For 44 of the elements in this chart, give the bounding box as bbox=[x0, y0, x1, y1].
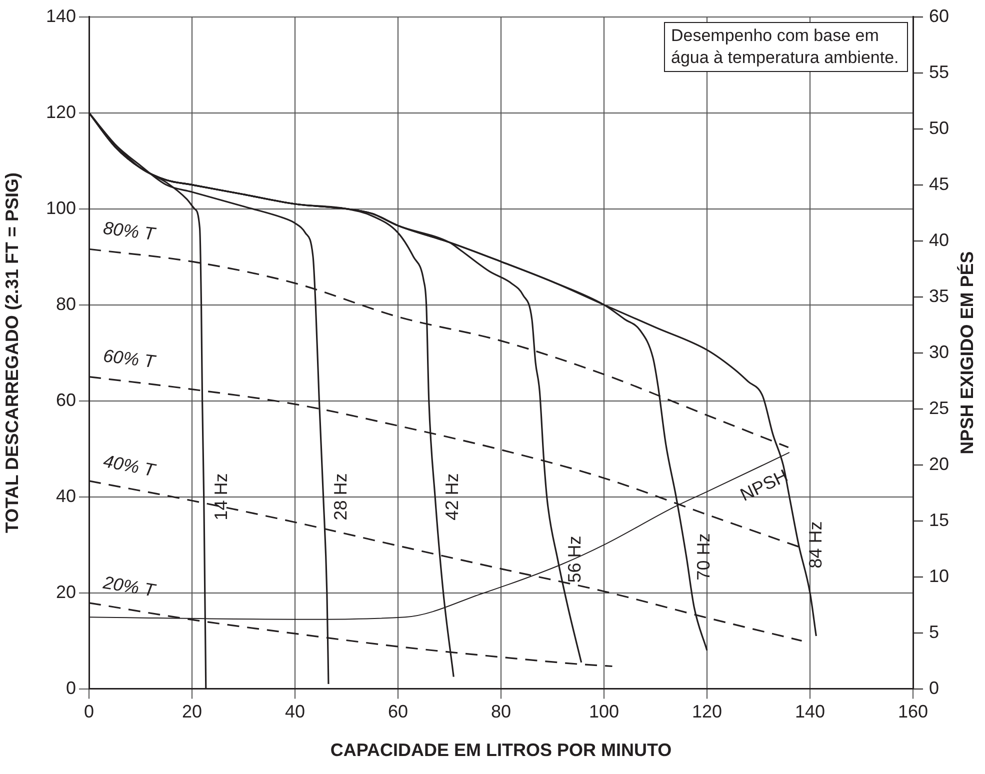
x-tick-label: 0 bbox=[84, 702, 94, 722]
y-tick-label: 40 bbox=[56, 486, 76, 506]
y-tick-label: 60 bbox=[56, 390, 76, 410]
x-tick-label: 80 bbox=[490, 702, 512, 722]
text: 14 Hz bbox=[210, 473, 231, 520]
y2-tick-label: 15 bbox=[929, 510, 950, 530]
y2-axis-title: NPSH EXIGIDO EM PÉS bbox=[956, 251, 977, 454]
text: 20% T bbox=[100, 572, 158, 601]
y2-tick-label: 20 bbox=[929, 454, 950, 474]
y2-tick-label: 25 bbox=[929, 398, 950, 418]
text: 56 Hz bbox=[564, 536, 585, 583]
y-tick-label: 80 bbox=[56, 294, 76, 314]
y2-tick-label: 45 bbox=[929, 174, 950, 194]
y-tick-label: 20 bbox=[56, 582, 76, 602]
x-tick-label: 140 bbox=[794, 702, 826, 722]
x-tick-label: 40 bbox=[284, 702, 306, 722]
y-tick-label: 0 bbox=[66, 678, 76, 698]
x-tick-label: 100 bbox=[588, 702, 620, 722]
text: 28 Hz bbox=[330, 473, 350, 520]
y2-tick-label: 50 bbox=[929, 118, 950, 138]
y2-tick-label: 5 bbox=[929, 622, 940, 642]
text: 40% T bbox=[102, 450, 159, 481]
text: 70 Hz bbox=[693, 533, 714, 580]
x-axis-title: CAPACIDADE EM LITROS POR MINUTO bbox=[330, 740, 672, 760]
y-tick-label: 120 bbox=[46, 102, 76, 122]
y-tick-label: 140 bbox=[46, 6, 76, 26]
x-tick-label: 120 bbox=[692, 702, 722, 722]
y2-tick-label: 40 bbox=[929, 230, 950, 250]
y2-tick-label: 55 bbox=[929, 62, 950, 82]
text: 42 Hz bbox=[442, 473, 462, 520]
text: 84 Hz bbox=[806, 521, 826, 568]
y2-tick-label: 35 bbox=[929, 286, 950, 306]
y2-tick-label: 0 bbox=[929, 678, 940, 698]
x-tick-label: 60 bbox=[388, 702, 408, 722]
x-tick-label: 160 bbox=[898, 702, 928, 722]
text: 80% T bbox=[102, 218, 158, 244]
y-tick-label: 100 bbox=[46, 198, 76, 218]
y-axis-title: TOTAL DESCARREGADO (2.31 FT = PSIG) bbox=[2, 172, 22, 534]
y2-tick-label: 10 bbox=[929, 566, 950, 586]
text: 60% T bbox=[102, 346, 158, 372]
x-tick-label: 20 bbox=[182, 702, 202, 722]
y2-tick-label: 60 bbox=[929, 6, 950, 26]
annotation: Desempenho com base em água à temperatura ambiente. bbox=[671, 25, 900, 69]
y2-tick-label: 30 bbox=[929, 342, 950, 362]
